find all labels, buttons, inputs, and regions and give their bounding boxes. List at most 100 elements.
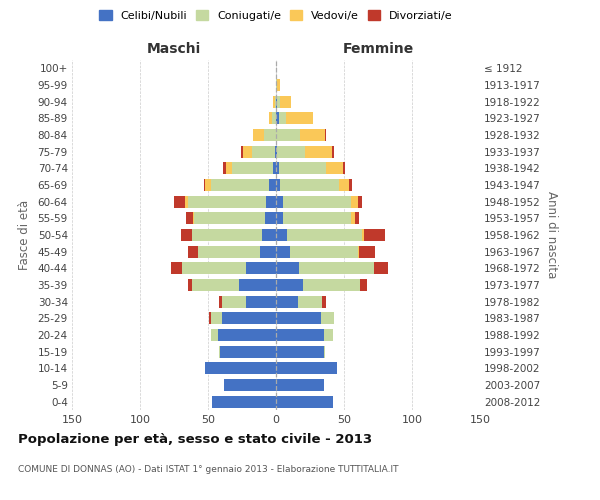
Bar: [276, 312, 321, 324]
Bar: [276, 196, 283, 207]
Bar: [273, 96, 275, 108]
Bar: [272, 112, 276, 124]
Bar: [349, 179, 352, 191]
Bar: [212, 396, 276, 407]
Bar: [232, 162, 273, 174]
Bar: [276, 179, 280, 191]
Bar: [322, 296, 326, 308]
Bar: [209, 312, 211, 324]
Text: Popolazione per età, sesso e stato civile - 2013: Popolazione per età, sesso e stato civil…: [18, 432, 372, 446]
Bar: [276, 96, 277, 108]
Bar: [276, 346, 323, 358]
Bar: [276, 146, 277, 158]
Bar: [188, 246, 199, 258]
Bar: [323, 346, 325, 358]
Bar: [220, 346, 276, 358]
Bar: [358, 246, 359, 258]
Bar: [283, 196, 351, 207]
Bar: [358, 196, 362, 207]
Bar: [351, 196, 358, 207]
Bar: [185, 196, 188, 207]
Bar: [186, 212, 193, 224]
Bar: [374, 262, 388, 274]
Bar: [298, 296, 322, 308]
Bar: [351, 212, 355, 224]
Bar: [276, 262, 299, 274]
Y-axis label: Fasce di età: Fasce di età: [17, 200, 31, 270]
Bar: [276, 379, 323, 391]
Bar: [343, 162, 346, 174]
Bar: [276, 362, 337, 374]
Bar: [277, 96, 280, 108]
Bar: [181, 229, 191, 241]
Bar: [359, 246, 375, 258]
Bar: [191, 279, 239, 291]
Bar: [211, 329, 218, 341]
Bar: [223, 162, 226, 174]
Bar: [279, 162, 326, 174]
Bar: [205, 179, 211, 191]
Bar: [323, 329, 333, 341]
Text: COMUNE DI DONNAS (AO) - Dati ISTAT 1° gennaio 2013 - Elaborazione TUTTITALIA.IT: COMUNE DI DONNAS (AO) - Dati ISTAT 1° ge…: [18, 466, 398, 474]
Bar: [283, 212, 351, 224]
Bar: [277, 146, 305, 158]
Bar: [275, 96, 276, 108]
Bar: [241, 146, 244, 158]
Bar: [260, 246, 276, 258]
Bar: [275, 146, 276, 158]
Bar: [364, 229, 385, 241]
Bar: [332, 146, 334, 158]
Bar: [191, 229, 262, 241]
Bar: [290, 246, 358, 258]
Bar: [276, 329, 323, 341]
Bar: [273, 162, 276, 174]
Bar: [246, 262, 276, 274]
Bar: [299, 262, 374, 274]
Bar: [182, 262, 246, 274]
Bar: [355, 212, 359, 224]
Bar: [224, 379, 276, 391]
Bar: [276, 129, 301, 141]
Bar: [326, 162, 343, 174]
Bar: [280, 179, 338, 191]
Bar: [219, 346, 220, 358]
Bar: [193, 212, 194, 224]
Bar: [204, 179, 205, 191]
Bar: [276, 112, 279, 124]
Bar: [188, 196, 266, 207]
Bar: [276, 162, 279, 174]
Bar: [276, 246, 290, 258]
Bar: [211, 179, 269, 191]
Bar: [286, 112, 313, 124]
Bar: [287, 229, 362, 241]
Bar: [246, 296, 276, 308]
Bar: [361, 279, 367, 291]
Bar: [277, 79, 280, 91]
Bar: [338, 179, 349, 191]
Bar: [276, 229, 287, 241]
Legend: Celibi/Nubili, Coniugati/e, Vedovi/e, Divorziati/e: Celibi/Nubili, Coniugati/e, Vedovi/e, Di…: [95, 6, 457, 25]
Bar: [362, 229, 364, 241]
Bar: [171, 262, 182, 274]
Bar: [174, 196, 185, 207]
Bar: [264, 129, 276, 141]
Bar: [276, 79, 277, 91]
Bar: [301, 129, 325, 141]
Bar: [321, 312, 334, 324]
Text: Femmine: Femmine: [343, 42, 413, 56]
Bar: [251, 146, 275, 158]
Bar: [305, 146, 332, 158]
Bar: [276, 396, 333, 407]
Bar: [269, 179, 276, 191]
Bar: [266, 196, 276, 207]
Bar: [205, 362, 276, 374]
Bar: [194, 212, 265, 224]
Bar: [269, 112, 272, 124]
Bar: [244, 146, 251, 158]
Bar: [226, 162, 232, 174]
Bar: [280, 96, 291, 108]
Y-axis label: Anni di nascita: Anni di nascita: [545, 192, 557, 278]
Bar: [276, 212, 283, 224]
Bar: [239, 279, 276, 291]
Bar: [325, 129, 326, 141]
